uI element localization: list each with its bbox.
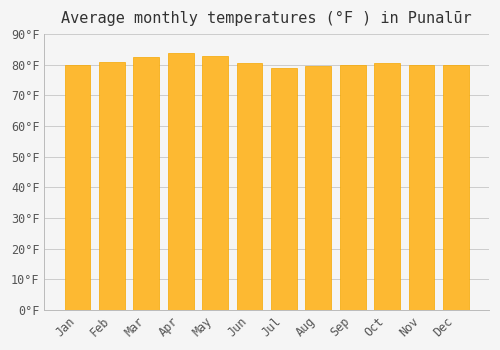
- Bar: [443, 65, 468, 310]
- Bar: [134, 57, 159, 310]
- Bar: [168, 52, 194, 310]
- Bar: [306, 66, 331, 310]
- Bar: [374, 63, 400, 310]
- Bar: [271, 68, 297, 310]
- Title: Average monthly temperatures (°F ) in Punalūr: Average monthly temperatures (°F ) in Pu…: [62, 11, 472, 26]
- Bar: [340, 65, 365, 310]
- Bar: [99, 62, 125, 310]
- Bar: [202, 56, 228, 310]
- Bar: [236, 63, 262, 310]
- Bar: [408, 65, 434, 310]
- Bar: [64, 65, 90, 310]
